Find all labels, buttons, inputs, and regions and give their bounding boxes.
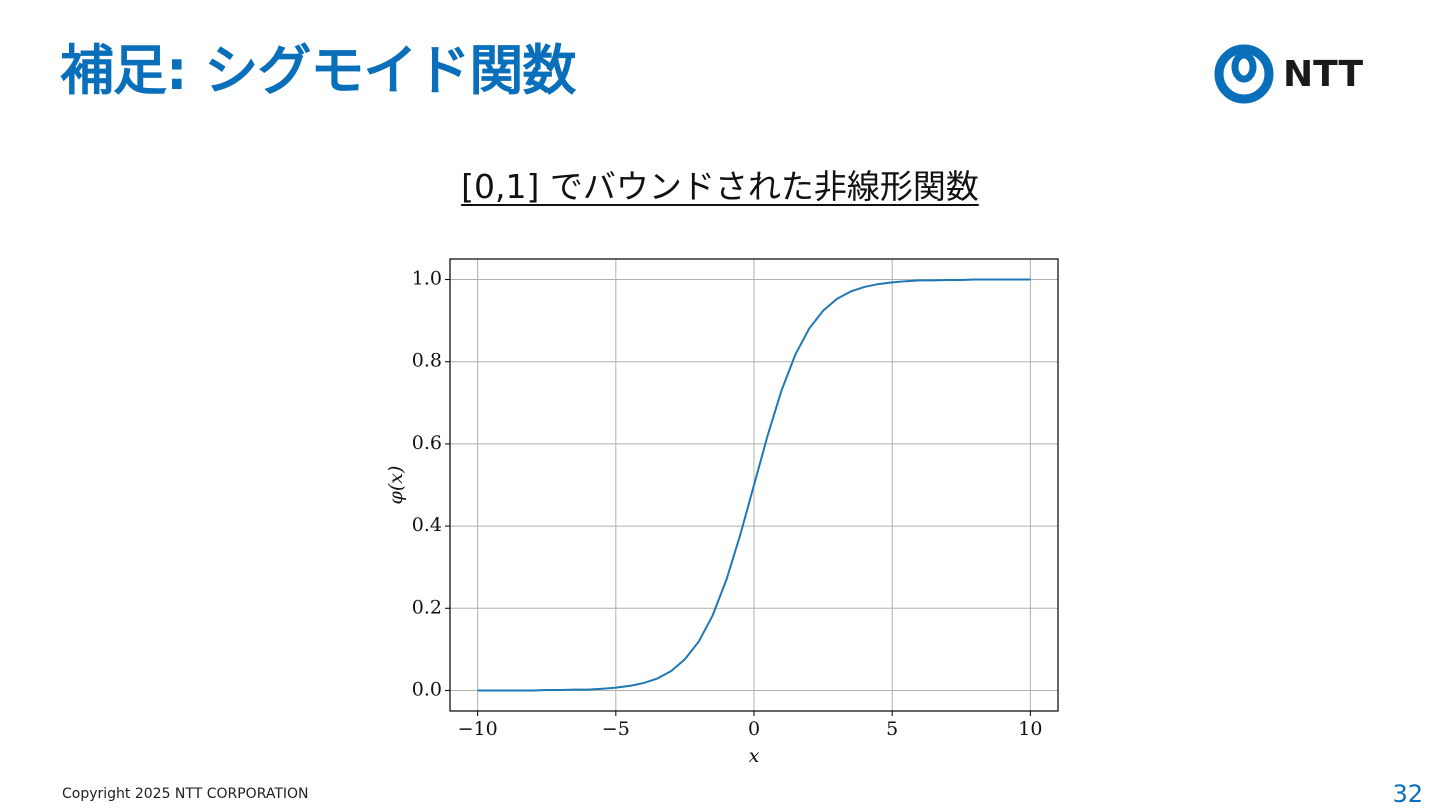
logo-text: NTT xyxy=(1283,54,1364,95)
logo-drop xyxy=(1231,51,1257,83)
copyright: Copyright 2025 NTT CORPORATION xyxy=(62,786,309,802)
y-tick-label: 0.0 xyxy=(412,678,442,700)
x-tick-label: −10 xyxy=(458,718,498,740)
slide-title: 補足: シグモイド関数 xyxy=(60,39,576,102)
y-tick-label: 0.8 xyxy=(412,350,442,372)
x-tick-label: 0 xyxy=(748,718,760,740)
y-tick-label: 0.6 xyxy=(412,432,442,454)
y-tick-label: 1.0 xyxy=(412,268,442,290)
logo-ring xyxy=(1214,44,1274,104)
y-tick-label: 0.2 xyxy=(412,596,442,618)
line xyxy=(477,278,1031,692)
x-axis-label: x xyxy=(749,745,760,767)
subtitle: [0,1] でバウンドされた非線形関数 xyxy=(461,167,979,206)
x-tick-label: 5 xyxy=(886,718,898,740)
y-tick-label: 0.4 xyxy=(412,514,442,536)
logo: NTT xyxy=(1214,44,1364,104)
plot-frame xyxy=(449,258,1059,712)
subtitle-wrap: [0,1] でバウンドされた非線形関数 xyxy=(0,160,1440,208)
page-number: 32 xyxy=(1392,780,1423,808)
y-axis-label: φ(x) xyxy=(385,466,407,505)
x-tick-label: −5 xyxy=(602,718,630,740)
x-tick-label: 10 xyxy=(1018,718,1042,740)
